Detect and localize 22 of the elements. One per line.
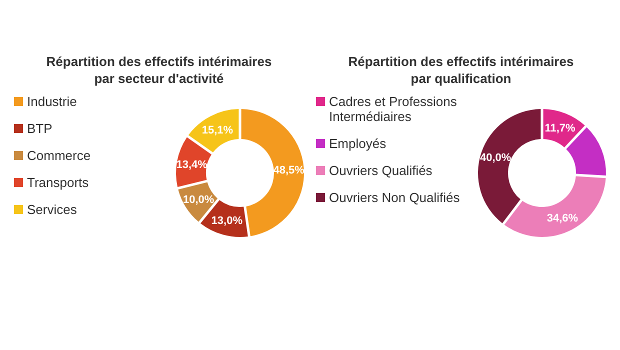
donut-slice [241,109,304,236]
legend-label: Cadres et Professions Intermédiaires [329,94,458,124]
data-label: 40,0% [480,152,512,164]
chart-title: Répartition des effectifs intérimaires par secteur d'activité [46,54,272,86]
data-label: 13,0% [211,215,243,228]
legend-label: Transports [27,175,90,190]
data-label: 48,5% [273,164,305,176]
data-label: 10,0% [182,194,214,206]
data-label: 11,7% [544,122,576,134]
data-label: 13,4% [176,158,208,171]
legend-label: BTP [27,121,52,136]
legend-label: Services [27,202,78,217]
data-label: 15,1% [202,124,234,136]
legend-label: Ouvriers Qualifiés [329,163,433,178]
data-label: 34,6% [546,212,578,224]
legend-label: Ouvriers Non Qualifiés [329,190,460,205]
chart-title: Répartition des effectifs intérimaires par qualification [348,54,574,86]
legend-label: Commerce [27,148,91,163]
donut-slice [478,109,541,224]
legend-label: Industrie [27,94,77,109]
legend-label: Employés [329,136,387,151]
donut-slice [504,176,606,237]
